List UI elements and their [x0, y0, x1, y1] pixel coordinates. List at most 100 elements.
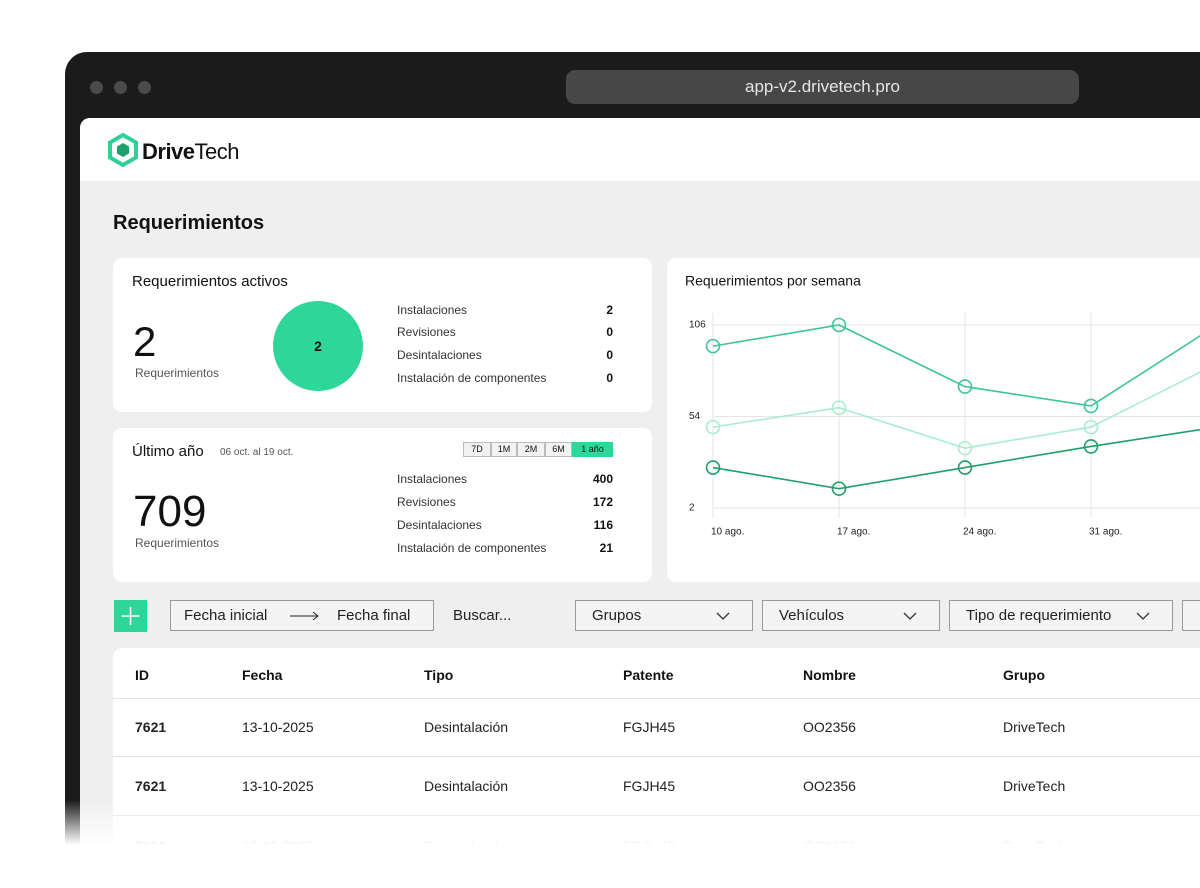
dropdown[interactable]: Grupos — [575, 600, 753, 631]
card-total: 2 — [133, 318, 157, 365]
window-dot[interactable] — [138, 81, 151, 94]
date-range[interactable]: Fecha inicial Fecha final — [170, 600, 434, 631]
row-divider — [113, 698, 1200, 699]
logo-light: Tech — [194, 139, 240, 164]
column-header: Patente — [623, 667, 674, 683]
data-point — [957, 440, 973, 456]
data-point — [705, 338, 721, 354]
window-dot[interactable] — [90, 81, 103, 94]
data-point — [1083, 419, 1099, 435]
chart: Requerimientos por semana 10 ago. 17 ago.… — [685, 273, 1200, 538]
arrow-icon — [290, 611, 319, 621]
y-tick-label: 106 — [689, 320, 706, 331]
x-tick-label: 17 ago. — [837, 527, 870, 538]
table-cell: FGJH45 — [623, 719, 676, 735]
series-line — [712, 371, 1200, 449]
item-value: 116 — [593, 518, 613, 532]
logo-text[interactable]: DriveTech — [142, 139, 240, 165]
item-label: Revisiones — [397, 325, 456, 339]
item-label: Instalaciones — [397, 303, 468, 317]
chevron-icon — [1136, 612, 1150, 620]
data-point — [1083, 439, 1099, 454]
chevron-icon — [903, 612, 917, 620]
range-button[interactable]: 6M — [545, 442, 572, 457]
data-point — [831, 317, 847, 333]
window-dot[interactable] — [114, 81, 127, 94]
table-cell: FGJH45 — [623, 778, 676, 794]
card-title: Requerimientos activos — [132, 273, 288, 290]
date-end: Fecha final — [337, 607, 411, 624]
card-total: 709 — [133, 487, 207, 536]
column-header: Fecha — [242, 667, 283, 683]
dropdown[interactable]: Vehículos — [762, 600, 940, 631]
table-cell: 7621 — [135, 778, 167, 794]
dropdown-label: Tipo de requerimiento — [966, 607, 1112, 624]
donut — [273, 301, 363, 391]
donut-label: 2 — [314, 338, 322, 354]
y-tick-label: 54 — [689, 411, 701, 422]
logo-icon — [108, 133, 138, 167]
page-title: Requerimientos — [113, 212, 265, 234]
x-tick-label: 24 ago. — [963, 527, 996, 538]
item-value: 21 — [599, 541, 613, 555]
item-label: Revisiones — [397, 495, 456, 509]
app-header — [80, 118, 1200, 181]
search-input[interactable]: Buscar... — [453, 607, 512, 624]
data-point — [1083, 398, 1099, 414]
column-header: Grupo — [1003, 667, 1045, 683]
bottom-fade — [0, 800, 1200, 875]
data-point — [831, 400, 847, 416]
item-value: 400 — [592, 472, 613, 486]
chevron-icon — [716, 612, 730, 620]
range-button[interactable]: 1M — [491, 442, 517, 457]
item-label: Desintalaciones — [397, 348, 482, 362]
logo-bold: Drive — [142, 139, 195, 164]
range-button[interactable]: 1 año — [572, 442, 613, 457]
table-cell: OO2356 — [803, 719, 856, 735]
item-value: 0 — [606, 371, 613, 385]
plus-icon — [121, 607, 140, 625]
table-cell: Desintalación — [424, 719, 509, 735]
table-cell: Desintalación — [424, 778, 509, 794]
item-value: 2 — [606, 303, 613, 317]
table-cell: DriveTech — [1003, 719, 1066, 735]
card-title: Último año — [132, 443, 204, 460]
item-label: Desintalaciones — [397, 518, 482, 532]
card-total-label: Requerimientos — [135, 366, 220, 380]
column-header: Tipo — [424, 667, 454, 683]
table-cell: OO2356 — [803, 778, 856, 794]
item-label: Instalación de componentes — [397, 541, 547, 555]
dropdown-label: Grupos — [592, 607, 642, 624]
table-cell: 13-10-2025 — [242, 778, 314, 794]
table-cell: 7621 — [135, 719, 167, 735]
date-start: Fecha inicial — [184, 607, 268, 624]
add-button[interactable] — [114, 600, 147, 632]
dropdown[interactable] — [1182, 600, 1200, 631]
url-bar[interactable]: app-v2.drivetech.pro — [566, 70, 1079, 104]
table-cell: DriveTech — [1003, 778, 1066, 794]
data-point — [957, 379, 973, 394]
range-button[interactable]: 2M — [517, 442, 545, 457]
data-point — [705, 419, 721, 435]
series-line — [712, 324, 1200, 407]
card-range: 06 oct. al 19 oct. — [220, 447, 294, 458]
row-divider — [113, 756, 1200, 757]
data-point — [831, 481, 847, 496]
x-tick-label: 10 ago. — [711, 527, 744, 538]
data-point — [957, 460, 973, 475]
item-label: Instalación de componentes — [397, 371, 547, 385]
table-cell: 13-10-2025 — [242, 719, 314, 735]
dropdown-label: Vehículos — [779, 607, 845, 624]
item-label: Instalaciones — [397, 472, 468, 486]
active-card — [113, 258, 652, 412]
card-total-label: Requerimientos — [135, 536, 220, 550]
item-value: 0 — [606, 348, 613, 362]
range-button[interactable]: 7D — [463, 442, 491, 457]
item-value: 172 — [592, 495, 613, 509]
item-value: 0 — [606, 325, 613, 339]
dropdown[interactable]: Tipo de requerimiento — [949, 600, 1173, 631]
data-point — [705, 460, 721, 475]
column-header: Nombre — [803, 667, 856, 683]
x-tick-label: 31 ago. — [1089, 527, 1122, 538]
